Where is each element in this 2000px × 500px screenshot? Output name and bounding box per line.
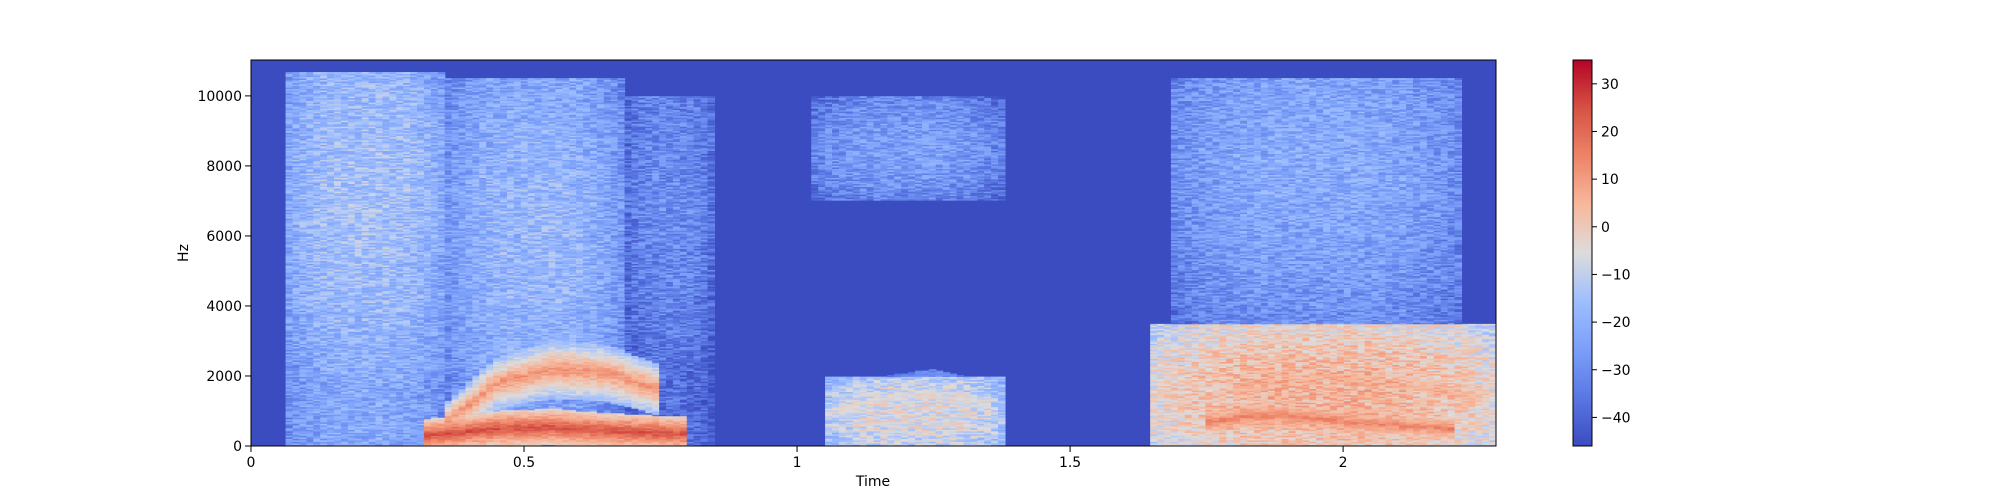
spectrogram-cell: [708, 404, 716, 406]
spectrogram-cell: [625, 411, 633, 413]
spectrogram-cell: [701, 398, 709, 400]
spectrogram-cell: [708, 423, 716, 425]
spectrogram-cell: [701, 405, 709, 407]
spectrogram-cell: [708, 393, 716, 395]
plot-area: [251, 60, 1497, 446]
spectrogram-cell: [694, 402, 702, 404]
spectrogram-cell: [687, 405, 695, 407]
spectrogram-cell: [701, 411, 709, 413]
spectrogram-cell: [694, 408, 702, 410]
spectrogram-cell: [701, 434, 709, 436]
spectrogram-cell: [701, 422, 709, 424]
spectrogram-cell: [708, 414, 716, 416]
spectrogram-cell: [708, 437, 716, 439]
spectrogram-cell: [708, 410, 716, 412]
spectrogram-cell: [708, 419, 716, 421]
spectrogram-cell: [694, 428, 702, 430]
spectrogram-cell: [708, 432, 716, 434]
